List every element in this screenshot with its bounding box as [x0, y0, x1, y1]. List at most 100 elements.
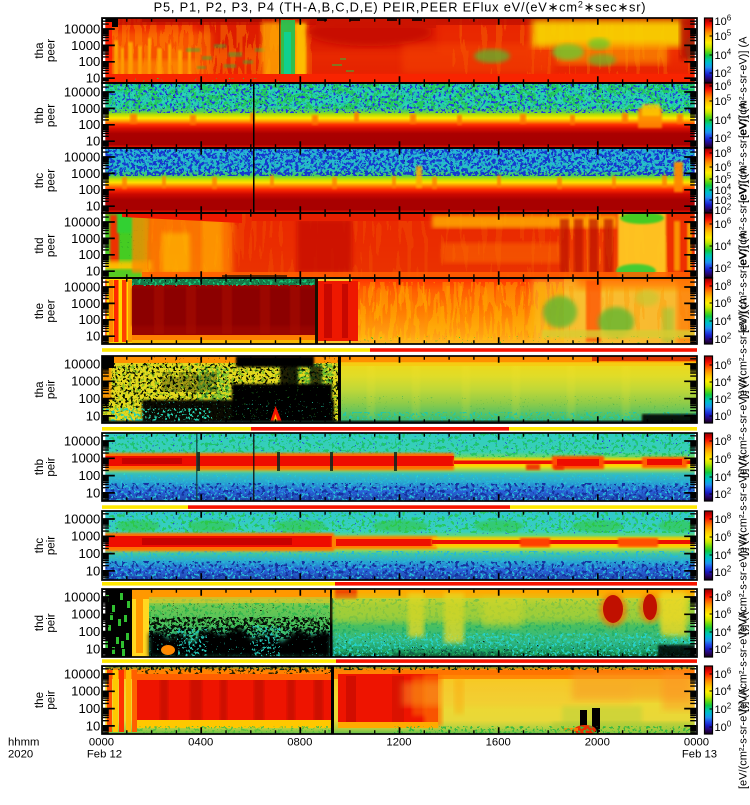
svg-text:102: 102	[715, 261, 732, 276]
svg-text:106: 106	[715, 14, 732, 29]
svg-text:105: 105	[715, 94, 732, 109]
svg-text:102: 102	[715, 203, 732, 218]
svg-text:104: 104	[715, 684, 732, 699]
svg-text:104: 104	[715, 548, 732, 563]
svg-text:10: 10	[86, 329, 101, 344]
svg-text:104: 104	[715, 314, 732, 329]
svg-text:100: 100	[78, 247, 100, 262]
svg-text:peir: peir	[45, 613, 58, 632]
svg-text:tha: tha	[33, 381, 46, 398]
svg-text:104: 104	[715, 375, 732, 390]
svg-text:10: 10	[86, 641, 101, 656]
svg-text:[eV/(cm²-s-sr-eV)] (A: [eV/(cm²-s-sr-eV)] (A	[738, 231, 750, 333]
svg-text:0000: 0000	[89, 737, 114, 749]
svg-text:102: 102	[715, 702, 732, 717]
svg-text:thc: thc	[33, 538, 46, 554]
svg-text:106: 106	[715, 358, 732, 373]
svg-text:1000: 1000	[71, 231, 100, 246]
svg-text:2000: 2000	[585, 737, 610, 749]
svg-text:1000: 1000	[71, 296, 100, 311]
svg-text:102: 102	[715, 487, 732, 502]
svg-text:108: 108	[715, 434, 732, 449]
svg-text:100: 100	[715, 720, 732, 735]
svg-text:106: 106	[715, 530, 732, 545]
svg-text:[eV/(cm²-s-sr-eV)] (A: [eV/(cm²-s-sr-eV)] (A	[738, 454, 750, 556]
svg-text:peer: peer	[45, 234, 58, 257]
svg-text:P5, P1, P2, P3, P4 (TH-A,B,C,D: P5, P1, P2, P3, P4 (TH-A,B,C,D,E) PEIR,P…	[154, 0, 647, 15]
svg-text:108: 108	[715, 512, 732, 527]
svg-text:106: 106	[715, 79, 732, 94]
svg-text:1000: 1000	[71, 374, 100, 389]
svg-text:1000: 1000	[71, 451, 100, 466]
svg-text:[eV/(cm²-s-sr-eV)] (A: [eV/(cm²-s-sr-eV)] (A	[738, 166, 750, 268]
svg-text:10000: 10000	[64, 433, 100, 448]
svg-text:108: 108	[715, 146, 732, 161]
svg-text:104: 104	[715, 239, 732, 254]
svg-text:100: 100	[78, 546, 100, 561]
svg-text:104: 104	[715, 113, 732, 128]
svg-text:100: 100	[78, 117, 100, 132]
svg-text:thd: thd	[33, 615, 46, 631]
svg-text:108: 108	[715, 279, 732, 294]
svg-text:10000: 10000	[64, 356, 100, 371]
svg-text:100: 100	[78, 468, 100, 483]
svg-text:tha: tha	[33, 42, 46, 59]
svg-text:the: the	[33, 303, 46, 319]
svg-text:10: 10	[86, 563, 101, 578]
svg-text:[eV/(cm²-s-sr-eV)] (A: [eV/(cm²-s-sr-eV)] (A	[738, 533, 750, 635]
svg-text:106: 106	[715, 296, 732, 311]
svg-text:1600: 1600	[486, 737, 511, 749]
svg-text:10000: 10000	[64, 589, 100, 604]
svg-text:[eV/(cm²-s-sr-eV)] (A: [eV/(cm²-s-sr-eV)] (A	[738, 36, 750, 138]
svg-text:100: 100	[78, 701, 100, 716]
svg-text:peir: peir	[45, 536, 58, 555]
svg-text:10000: 10000	[64, 666, 100, 681]
svg-text:10: 10	[86, 264, 101, 279]
svg-text:10: 10	[86, 71, 101, 86]
svg-text:peer: peer	[45, 169, 58, 192]
svg-text:Feb 13: Feb 13	[682, 749, 717, 761]
svg-text:106: 106	[715, 452, 732, 467]
svg-text:thb: thb	[33, 459, 46, 475]
svg-text:[eV/(cm²-s-sr-eV)] (A: [eV/(cm²-s-sr-eV)] (A	[738, 101, 750, 203]
svg-text:10: 10	[86, 408, 101, 423]
svg-text:10000: 10000	[64, 21, 100, 36]
svg-text:108: 108	[715, 590, 732, 605]
svg-text:104: 104	[715, 625, 732, 640]
svg-text:10000: 10000	[64, 149, 100, 164]
svg-text:106: 106	[715, 667, 732, 682]
svg-text:[eV/(cm²-s-sr-eV)] (A: [eV/(cm²-s-sr-eV)] (A	[738, 610, 750, 712]
svg-text:1000: 1000	[71, 607, 100, 622]
svg-text:1000: 1000	[71, 38, 100, 53]
svg-text:[eV/(cm²-s-sr-eV)] (A: [eV/(cm²-s-sr-eV)] (A	[738, 297, 750, 399]
svg-text:0400: 0400	[188, 737, 213, 749]
svg-text:0000: 0000	[684, 737, 709, 749]
svg-text:10000: 10000	[64, 279, 100, 294]
svg-text:102: 102	[715, 392, 732, 407]
svg-text:[eV/(cm²-s-sr-eV)] (A: [eV/(cm²-s-sr-eV)] (A	[738, 687, 750, 789]
svg-text:1000: 1000	[71, 529, 100, 544]
svg-text:peir: peir	[45, 457, 58, 476]
svg-text:100: 100	[78, 312, 100, 327]
svg-text:peer: peer	[45, 299, 58, 322]
svg-text:peer: peer	[45, 104, 58, 127]
svg-text:thb: thb	[33, 107, 46, 123]
svg-text:Feb 12: Feb 12	[87, 749, 122, 761]
svg-text:102: 102	[715, 642, 732, 657]
svg-text:102: 102	[715, 131, 732, 146]
svg-text:thc: thc	[33, 173, 46, 189]
svg-text:102: 102	[715, 332, 732, 347]
svg-text:106: 106	[715, 607, 732, 622]
svg-text:the: the	[33, 692, 46, 708]
svg-text:hhmm: hhmm	[8, 737, 39, 749]
svg-text:1000: 1000	[71, 101, 100, 116]
svg-text:peir: peir	[45, 380, 58, 399]
svg-text:10: 10	[86, 485, 101, 500]
svg-text:100: 100	[78, 391, 100, 406]
svg-text:100: 100	[715, 409, 732, 424]
svg-text:thd: thd	[33, 237, 46, 253]
svg-text:1000: 1000	[71, 684, 100, 699]
svg-text:10000: 10000	[64, 84, 100, 99]
svg-text:100: 100	[78, 182, 100, 197]
svg-text:102: 102	[715, 565, 732, 580]
